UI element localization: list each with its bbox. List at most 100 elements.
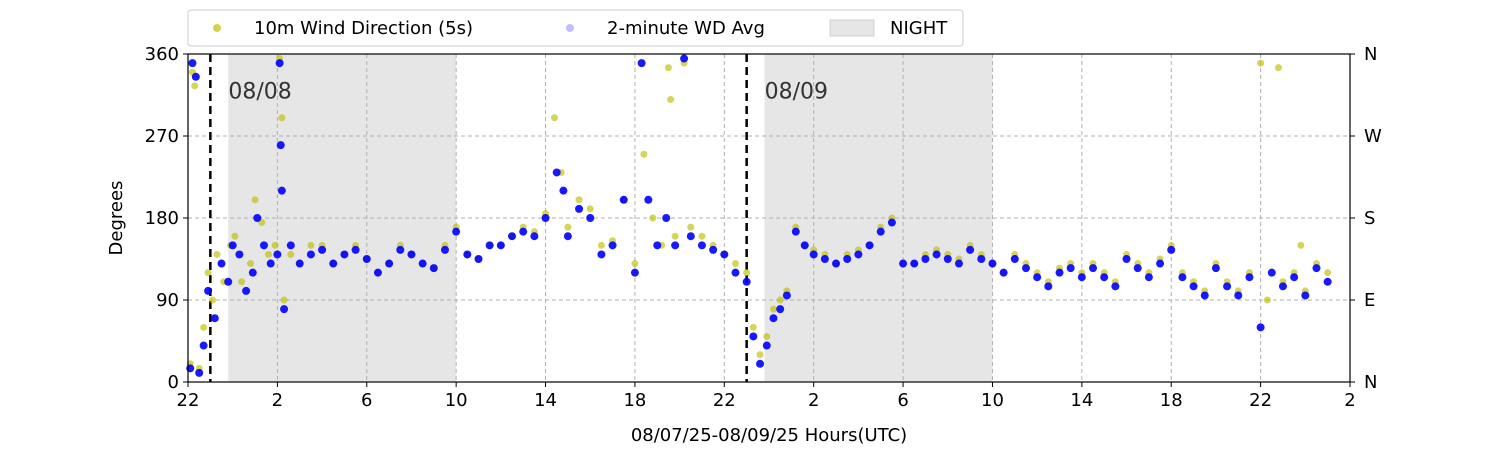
wd-avg-point: [791, 227, 800, 236]
data-series-layer: [186, 54, 1332, 377]
wd-avg-point: [351, 245, 360, 254]
x-tick-label: 10: [445, 390, 468, 411]
wind-direction-point: [247, 260, 255, 268]
wd-avg-point: [1089, 264, 1098, 273]
wd-avg-point: [749, 332, 758, 341]
wd-avg-point: [756, 359, 765, 368]
wd-avg-point: [1256, 323, 1265, 332]
wd-avg-point: [1033, 273, 1042, 282]
x-tick-label: 2: [1344, 390, 1355, 411]
wd-avg-point: [1323, 277, 1332, 286]
y-right-tick-label: N: [1364, 44, 1377, 65]
wd-avg-point: [496, 241, 505, 250]
y-tick-label: 90: [156, 290, 179, 311]
wind-direction-point: [743, 269, 751, 277]
wd-avg-point: [899, 259, 908, 268]
wind-direction-point: [200, 323, 208, 331]
wd-avg-point: [217, 259, 226, 268]
wd-avg-point: [662, 214, 671, 222]
x-tick-label: 22: [1249, 390, 1272, 411]
wd-avg-point: [204, 286, 213, 295]
wind-direction-point: [191, 82, 199, 90]
wd-avg-point: [644, 195, 653, 204]
wd-avg-point: [452, 227, 461, 236]
wind-direction-point: [204, 269, 212, 277]
wind-direction-point: [209, 296, 217, 304]
wind-direction-point: [1257, 59, 1265, 67]
wd-avg-point: [563, 232, 572, 241]
wd-avg-point: [253, 214, 262, 222]
wd-avg-point: [843, 255, 852, 263]
wd-avg-point: [1234, 291, 1243, 300]
wd-avg-point: [224, 277, 233, 286]
wind-direction-point: [550, 114, 558, 122]
wd-avg-point: [709, 245, 718, 254]
wind-direction-point: [564, 223, 572, 231]
wind-direction-point: [698, 232, 706, 240]
wd-avg-point: [306, 250, 315, 259]
wd-avg-point: [1312, 264, 1321, 273]
wind-direction-point: [264, 250, 272, 258]
wd-avg-point: [277, 186, 286, 195]
wd-avg-point: [559, 186, 568, 195]
wd-avg-point: [1077, 273, 1086, 282]
wd-avg-point: [1200, 291, 1209, 300]
wind-direction-point: [769, 305, 777, 313]
wd-avg-point: [575, 204, 584, 213]
wind-direction-point: [231, 232, 239, 240]
wd-avg-point: [1021, 264, 1030, 273]
wd-avg-point: [318, 245, 327, 254]
wind-direction-point: [586, 205, 594, 213]
wd-avg-point: [210, 314, 219, 323]
wind-direction-point: [280, 296, 288, 304]
x-tick-label: 6: [897, 390, 908, 411]
day-label: 08/09: [765, 79, 828, 104]
y-axis-label: Degrees: [106, 181, 127, 256]
wd-avg-point: [1301, 291, 1310, 300]
x-tick-label: 2: [808, 390, 819, 411]
wind-direction-point: [756, 351, 764, 359]
wd-avg-point: [373, 268, 382, 277]
wd-avg-point: [429, 264, 438, 273]
wd-avg-point: [988, 259, 997, 268]
wd-avg-point: [1156, 259, 1165, 268]
wd-avg-point: [188, 59, 197, 68]
wind-direction-point: [213, 250, 221, 258]
wind-direction-point: [763, 332, 771, 340]
series-2min-wd-avg: [186, 54, 1332, 377]
wd-avg-point: [508, 232, 517, 241]
wd-avg-point: [1167, 245, 1176, 254]
wd-avg-point: [776, 305, 785, 314]
wd-avg-point: [1122, 255, 1131, 263]
wd-avg-point: [1010, 255, 1019, 263]
wind-direction-point: [1324, 269, 1332, 277]
wd-avg-point: [1178, 273, 1187, 282]
legend-label-wd-avg: 2-minute WD Avg: [607, 18, 765, 39]
wd-avg-point: [519, 227, 528, 236]
x-tick-label: 10: [981, 390, 1004, 411]
wind-direction-point: [687, 223, 695, 231]
x-tick-label: 22: [713, 390, 736, 411]
wd-avg-point: [340, 250, 349, 259]
day-markers: 08/08 08/09: [209, 54, 828, 382]
wind-direction-point: [664, 64, 672, 72]
wd-avg-point: [630, 268, 639, 277]
wd-avg-point: [242, 286, 251, 295]
wd-avg-point: [275, 59, 284, 68]
wd-avg-point: [474, 255, 483, 263]
wd-avg-point: [943, 255, 952, 263]
y-right-tick-label: S: [1364, 208, 1375, 229]
wd-avg-point: [407, 250, 416, 259]
wd-avg-point: [276, 141, 285, 150]
wd-avg-point: [1144, 273, 1153, 282]
wind-direction-point: [597, 241, 605, 249]
wd-avg-point: [619, 195, 628, 204]
wind-direction-point: [640, 150, 648, 158]
wd-avg-point: [809, 250, 818, 259]
y-right-tick-label: N: [1364, 372, 1377, 393]
wd-avg-point: [199, 341, 208, 350]
wd-avg-point: [295, 259, 304, 268]
wd-avg-point: [1055, 268, 1064, 277]
